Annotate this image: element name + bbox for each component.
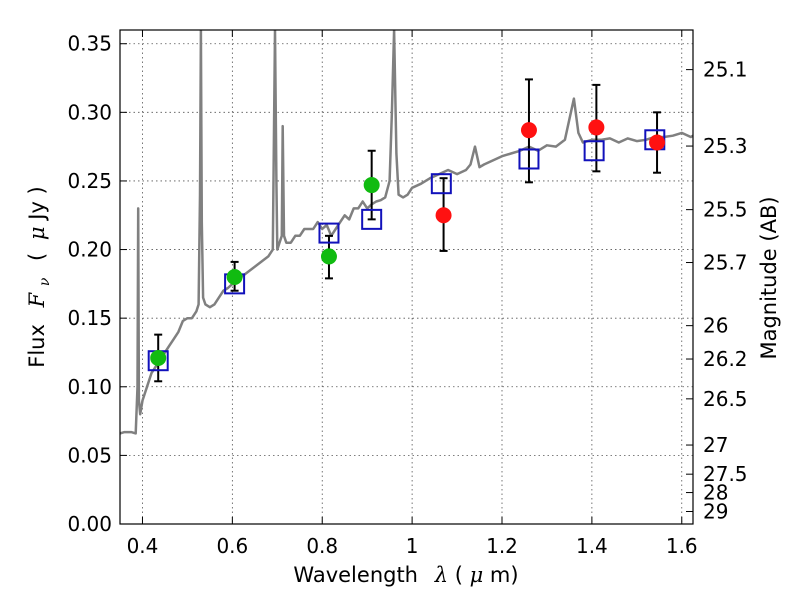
- magnitude-tick-label: 26.2: [703, 347, 748, 371]
- magnitude-tick-label: 27.5: [703, 462, 748, 486]
- red-point-marker: [649, 134, 666, 151]
- y-tick-label: 0.15: [67, 306, 112, 330]
- model-square-marker: [361, 208, 383, 230]
- x-axis-title-unit-open: (: [455, 563, 463, 587]
- y-tick-label: 0.20: [67, 238, 112, 262]
- y-axis-title: Flux F ν ( μ Jy ): [25, 186, 54, 368]
- x-tick-label: 1: [406, 534, 419, 558]
- magnitude-tick-label: 27: [703, 433, 728, 457]
- y-axis-title-symbol: F: [25, 291, 49, 308]
- x-axis-title: Wavelength λ ( μ m): [293, 563, 518, 587]
- y-tick-label: 0.10: [67, 375, 112, 399]
- x-axis-title-unit-rest: m): [490, 563, 519, 587]
- x-tick-label: 0.4: [127, 534, 159, 558]
- x-tick-label: 0.8: [306, 534, 338, 558]
- x-tick-label: 0.6: [216, 534, 248, 558]
- x-axis-title-unit-mu: μ: [470, 563, 484, 587]
- magnitude-tick-label: 29: [703, 499, 728, 523]
- model-square-marker: [430, 173, 452, 195]
- y-axis-title-unit-rest: Jy ): [25, 186, 49, 222]
- x-axis-title-symbol: λ: [434, 563, 448, 587]
- green-point-marker: [226, 269, 243, 285]
- model-square-marker: [318, 222, 340, 244]
- y-axis-title-prefix: Flux: [25, 324, 49, 368]
- y-axis-title-unit-open: (: [25, 253, 49, 261]
- model-spectrum-line: [120, 30, 693, 435]
- green-point-marker: [363, 177, 380, 194]
- y-tick-label: 0.25: [67, 169, 112, 193]
- x-axis-title-prefix: Wavelength: [293, 563, 418, 587]
- magnitude-tick-label: 25.5: [703, 198, 748, 222]
- green-point-marker: [320, 248, 337, 265]
- red-point-marker: [435, 207, 452, 224]
- magnitude-tick-label: 25.1: [703, 58, 748, 82]
- y-axis-title-unit-mu: μ: [25, 226, 49, 240]
- plot-frame: [119, 29, 694, 525]
- y-tick-label: 0.35: [67, 32, 112, 56]
- model-square-marker: [583, 140, 605, 162]
- magnitude-axis-title: Magnitude (AB): [757, 196, 781, 359]
- red-point-marker: [520, 122, 537, 139]
- x-tick-label: 1.4: [576, 534, 608, 558]
- tick-labels: 0.4 0.6 0.8 1 1.2 1.4 1.6 0.00 0.05 0.10 0.15 0.20 0…: [67, 32, 747, 558]
- y-tick-label: 0.05: [67, 443, 112, 467]
- y-tick-label: 0.30: [67, 100, 112, 124]
- grid: [120, 30, 693, 524]
- magnitude-tick-label: 25.3: [703, 134, 748, 158]
- x-tick-label: 1.2: [486, 534, 518, 558]
- magnitude-tick-label: 28: [703, 481, 728, 505]
- y-tick-label: 0.00: [67, 512, 112, 536]
- red-point-marker: [588, 119, 605, 136]
- model-square-marker: [518, 148, 540, 170]
- green-point-marker: [150, 349, 167, 366]
- magnitude-tick-label: 26: [703, 314, 728, 338]
- magnitude-tick-label: 25.7: [703, 251, 748, 275]
- plot-area: [120, 30, 693, 435]
- magnitude-tick-label: 26.5: [703, 387, 748, 411]
- data-markers: [147, 119, 666, 372]
- y-axis-title-subscript: ν: [37, 277, 53, 286]
- x-tick-label: 1.6: [666, 534, 698, 558]
